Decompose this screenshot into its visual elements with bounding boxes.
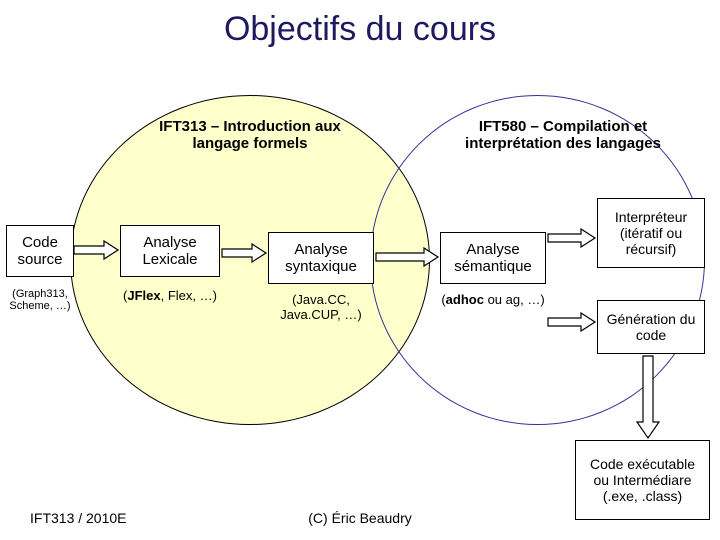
box-interpreteur: Interpréteur (itératif ou récursif)	[597, 198, 705, 268]
box-label: Analyse syntaxique	[275, 241, 367, 276]
box-code-executable: Code exécutable ou Intermédiare (.exe, .…	[575, 440, 710, 520]
box-label: Génération du code	[604, 311, 698, 343]
sub-analyse-lexicale: (JFlex, Flex, …)	[120, 288, 220, 303]
box-label: Code source	[13, 234, 67, 269]
course-header-ift313: IFT313 – Introduction aux langage formel…	[140, 118, 360, 152]
course-header-ift580: IFT580 – Compilation et interprétation d…	[448, 118, 678, 152]
box-label: Analyse Lexicale	[127, 234, 213, 269]
box-label: Analyse sémantique	[447, 241, 539, 276]
sub-analyse-syntaxique: (Java.CC, Java.CUP, …)	[268, 292, 374, 322]
box-label: Code exécutable ou Intermédiare (.exe, .…	[582, 456, 703, 504]
footer-center: (C) Éric Beaudry	[0, 510, 720, 526]
sub-code-source: (Graph313, Scheme, …)	[4, 288, 76, 312]
sub-analyse-semantique: (adhoc ou ag, …)	[440, 292, 546, 307]
box-analyse-semantique: Analyse sémantique	[440, 232, 546, 284]
box-generation-code: Génération du code	[597, 300, 705, 354]
box-label: Interpréteur (itératif ou récursif)	[604, 209, 698, 257]
page-title: Objectifs du cours	[0, 10, 720, 49]
box-code-source: Code source	[6, 225, 74, 277]
box-analyse-lexicale: Analyse Lexicale	[120, 225, 220, 277]
box-analyse-syntaxique: Analyse syntaxique	[268, 232, 374, 284]
